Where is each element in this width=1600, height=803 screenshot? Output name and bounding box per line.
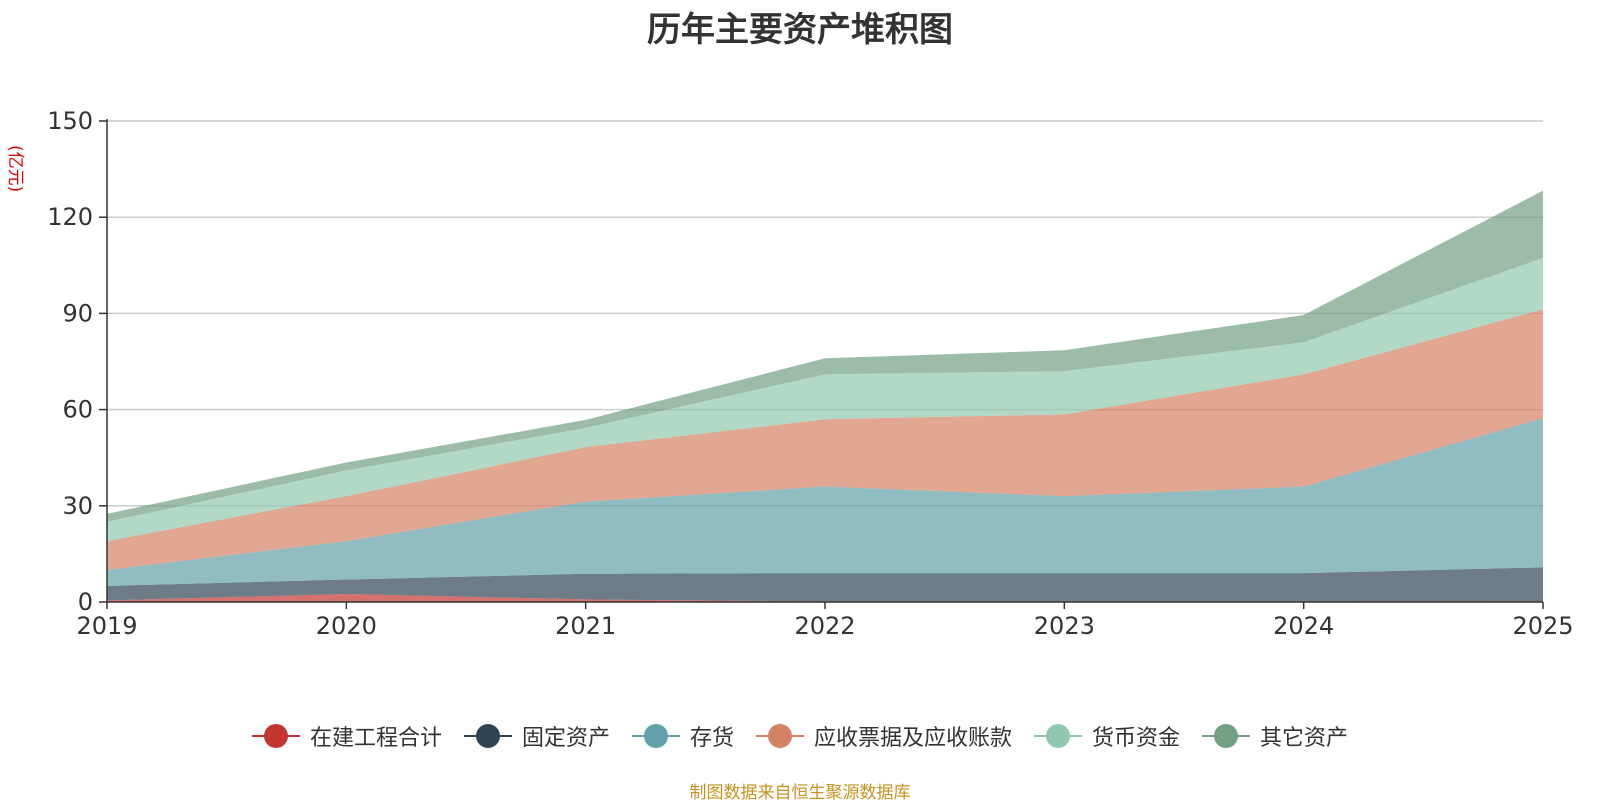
area-series-5 — [107, 190, 1543, 522]
legend-item[interactable]: 其它资产 — [1202, 720, 1348, 752]
legend-label: 货币资金 — [1092, 726, 1181, 751]
stacked-area-plot: 0 30 60 90 120 150 2019 2020 2021 2022 2023 2024 202… — [47, 107, 1573, 640]
area-series-group — [107, 190, 1543, 602]
legend-marker-icon — [1034, 724, 1083, 748]
x-tick-label: 2020 — [316, 612, 377, 640]
legend-item[interactable]: 在建工程合计 — [251, 720, 442, 752]
area-series-0 — [107, 593, 1543, 602]
x-tick-label: 2025 — [1512, 612, 1573, 640]
legend-label: 其它资产 — [1260, 726, 1349, 751]
axes: 0 30 60 90 120 150 2019 2020 2021 2022 2023 2024 202… — [47, 107, 1573, 640]
area-series-2 — [107, 418, 1543, 586]
legend-marker-icon — [1202, 724, 1251, 748]
x-tick-label: 2019 — [76, 612, 137, 640]
legend: 在建工程合计 固定资产 存货 应收票据及应收账款 货币资金 其它资产 — [0, 720, 1600, 752]
x-tick-label: 2023 — [1034, 612, 1095, 640]
legend-item[interactable]: 固定资产 — [463, 720, 610, 752]
area-series-4 — [107, 257, 1543, 542]
x-tick-label: 2022 — [794, 612, 855, 640]
legend-label: 应收票据及应收账款 — [814, 726, 1013, 751]
y-tick-label: 0 — [78, 588, 93, 616]
area-series-3 — [107, 309, 1543, 570]
y-tick-label: 60 — [62, 396, 93, 424]
y-tick-label: 90 — [62, 299, 93, 327]
legend-label: 固定资产 — [521, 726, 610, 751]
area-series-1 — [107, 567, 1543, 602]
legend-item[interactable]: 应收票据及应收账款 — [756, 720, 1012, 752]
legend-item[interactable]: 存货 — [631, 720, 734, 752]
chart-title: 历年主要资产堆积图 — [647, 10, 953, 50]
legend-marker-icon — [631, 724, 680, 748]
legend-label: 存货 — [689, 726, 734, 751]
y-tick-label: 30 — [62, 492, 93, 520]
y-tick-label: 120 — [47, 203, 93, 231]
source-note: 制图数据来自恒生聚源数据库 — [689, 783, 911, 803]
x-tick-label: 2024 — [1273, 612, 1334, 640]
legend-marker-icon — [756, 724, 804, 748]
legend-marker-icon — [463, 724, 512, 748]
legend-item[interactable]: 货币资金 — [1034, 720, 1180, 752]
legend-marker-icon — [251, 724, 300, 748]
y-tick-label: 150 — [47, 107, 93, 135]
legend-label: 在建工程合计 — [309, 726, 442, 751]
x-tick-label: 2021 — [555, 612, 616, 640]
